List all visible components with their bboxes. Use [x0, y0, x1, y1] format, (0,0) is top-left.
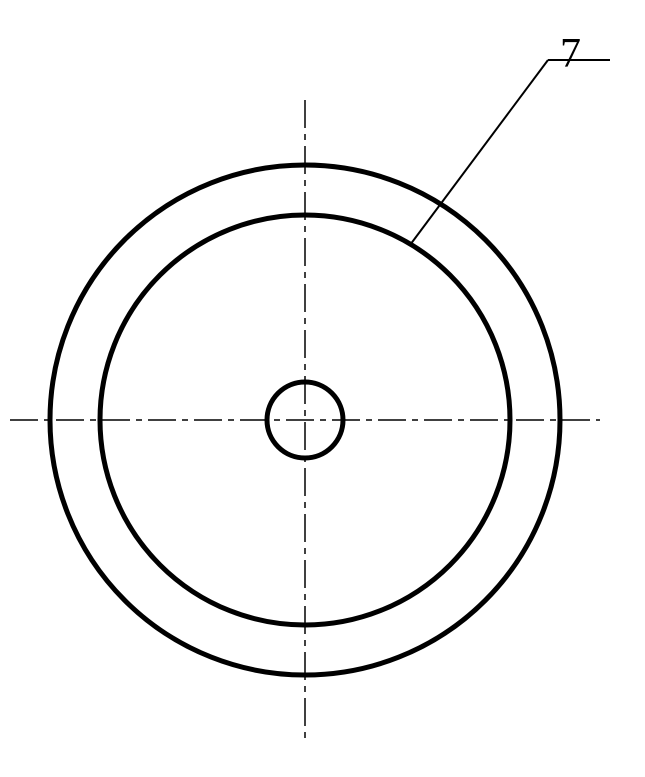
diagram-svg	[0, 0, 645, 772]
part-label-7: 7	[560, 30, 581, 78]
engineering-diagram: 7	[0, 0, 645, 772]
